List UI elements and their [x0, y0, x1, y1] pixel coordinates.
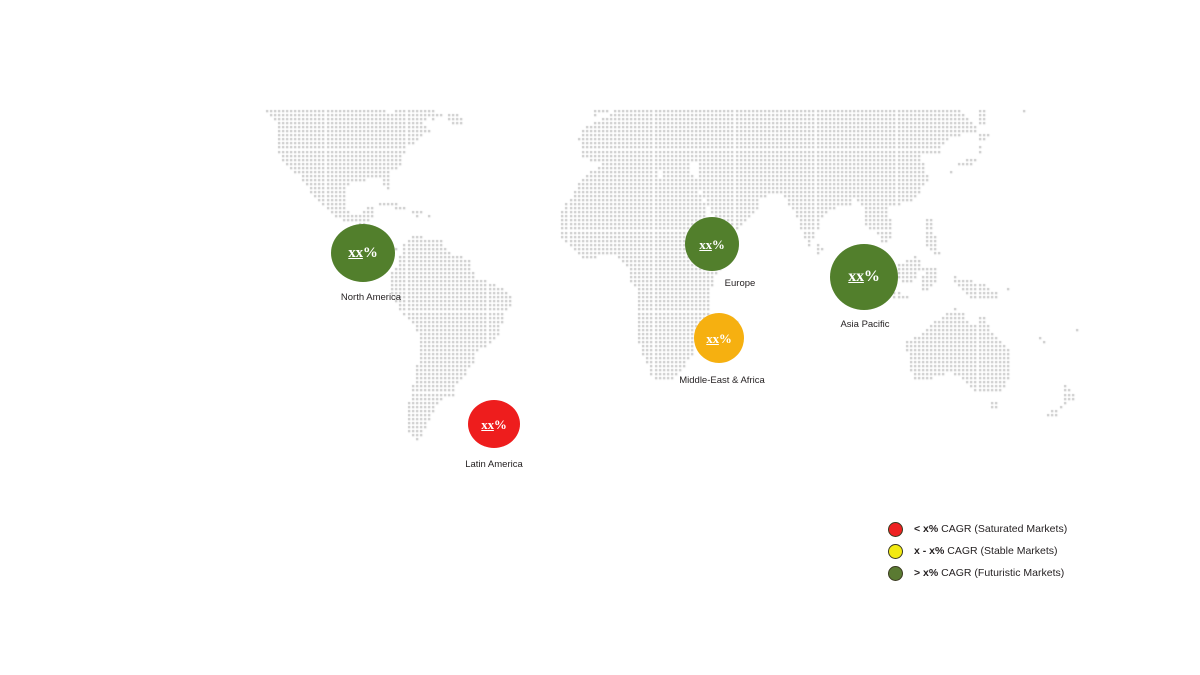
region-label: Middle-East & Africa [679, 375, 765, 386]
region-label: North America [340, 292, 402, 303]
legend-item-futuristic[interactable]: > x% CAGR (Futuristic Markets) [888, 562, 1067, 584]
legend-item-stable[interactable]: x - x% CAGR (Stable Markets) [888, 540, 1067, 562]
bubble-value-text: xx% [706, 330, 732, 346]
region-label: Asia Pacific [840, 319, 890, 330]
region-label: Europe [724, 278, 756, 289]
bubble-circle[interactable]: xx% [468, 400, 520, 448]
legend-item-label: > x% CAGR (Futuristic Markets) [914, 567, 1065, 579]
legend-item-saturated[interactable]: < x% CAGR (Saturated Markets) [888, 518, 1067, 540]
bubble-value-text: xx% [481, 416, 507, 432]
legend-color-dot [888, 565, 903, 581]
bubble-circle[interactable]: xx% [830, 244, 898, 310]
bubble-circle[interactable]: xx% [331, 224, 395, 282]
legend-item-label: x - x% CAGR (Stable Markets) [914, 545, 1058, 557]
bubble-circle[interactable]: xx% [694, 313, 744, 363]
bubble-value-text: xx% [348, 244, 378, 261]
bubble-value-text: xx% [699, 236, 725, 252]
legend: < x% CAGR (Saturated Markets) x - x% CAGR… [888, 518, 1067, 584]
bubble-circle[interactable]: xx% [685, 217, 739, 271]
legend-color-dot [888, 543, 903, 559]
region-label: Latin America [465, 459, 523, 470]
legend-color-dot [888, 521, 903, 537]
legend-item-label: < x% CAGR (Saturated Markets) [914, 523, 1068, 535]
bubble-value-text: xx% [848, 268, 880, 285]
